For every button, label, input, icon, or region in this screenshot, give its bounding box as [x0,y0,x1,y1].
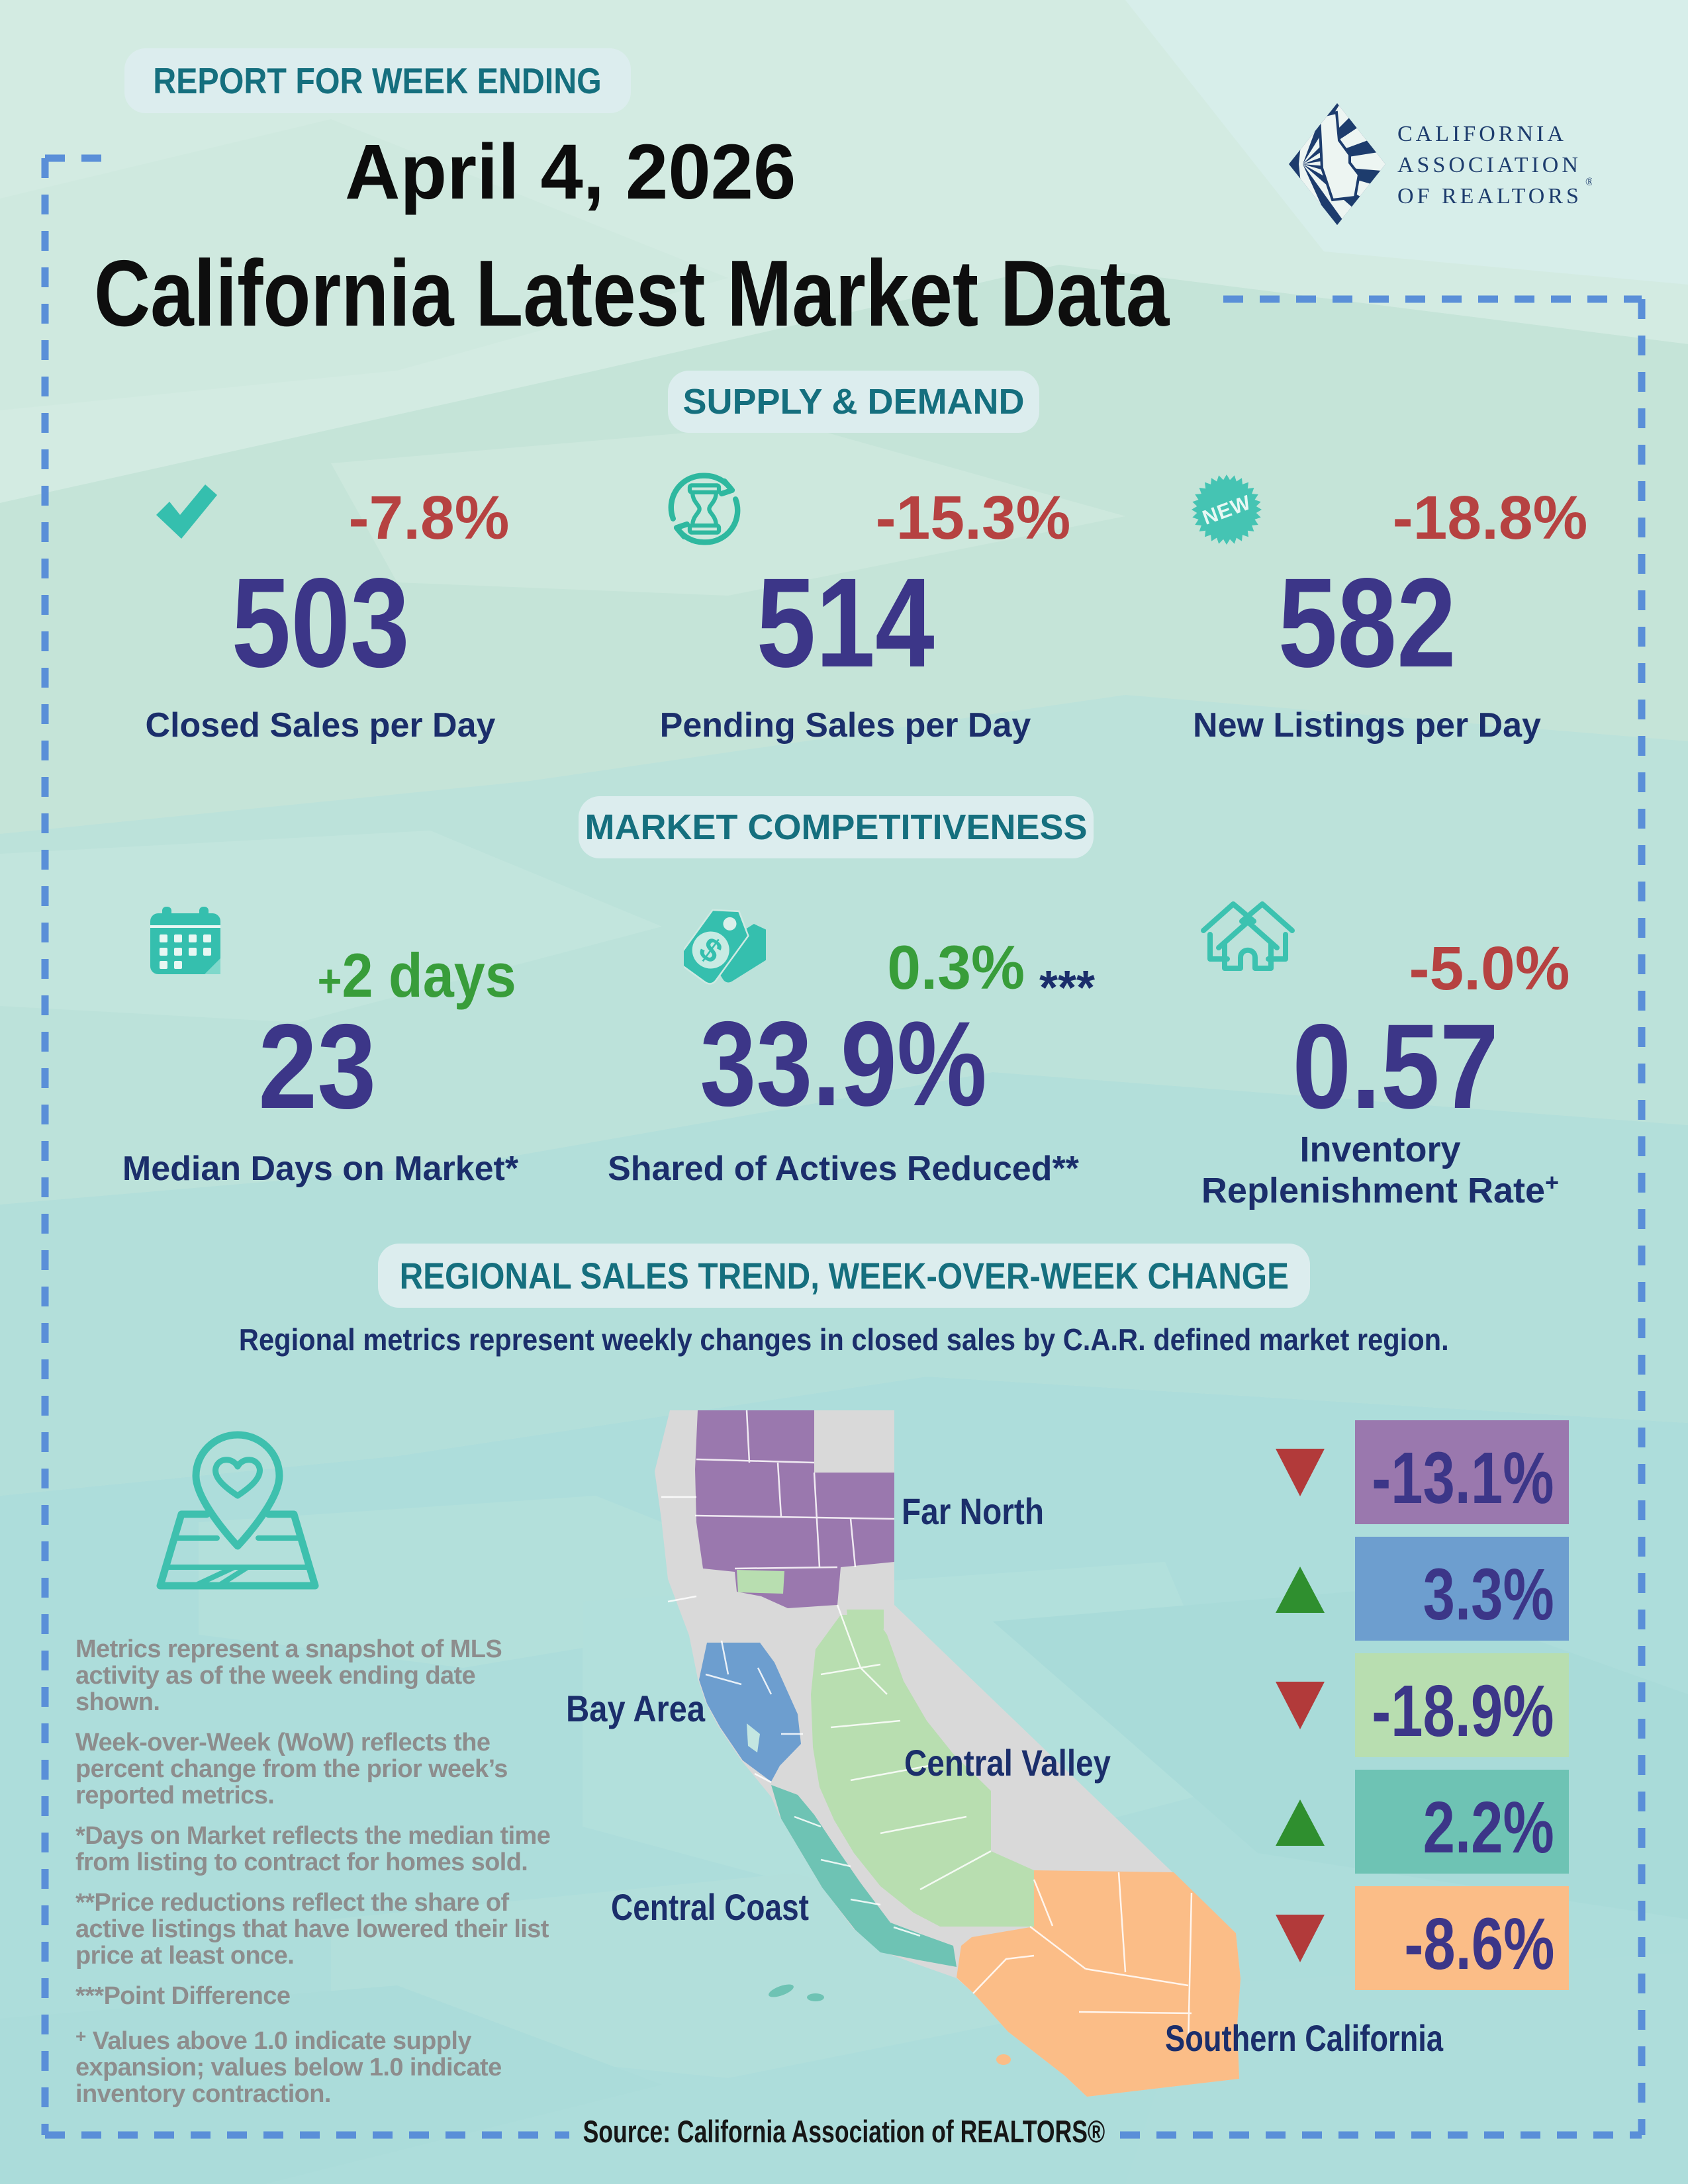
svg-text:Bay Area: Bay Area [566,1688,706,1729]
svg-text:Southern California: Southern California [1165,2017,1444,2059]
svg-text:ASSOCIATION: ASSOCIATION [1397,153,1581,177]
svg-text:CALIFORNIA: CALIFORNIA [1397,122,1567,146]
svg-text:Central Coast: Central Coast [611,1886,809,1928]
svg-text:Far North: Far North [902,1490,1044,1532]
svg-text:Central Valley: Central Valley [904,1742,1111,1784]
svg-text:OF REALTORS: OF REALTORS [1397,184,1582,208]
svg-text:®: ® [1585,175,1592,188]
